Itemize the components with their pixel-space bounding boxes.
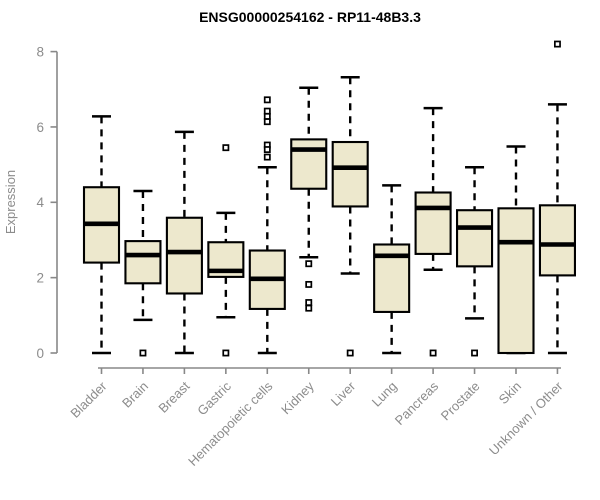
boxplot-kidney	[290, 86, 328, 312]
outlier-point	[139, 349, 147, 357]
iqr-box	[165, 216, 203, 295]
y-tick-label: 2	[36, 270, 44, 285]
x-category-label: Prostate	[438, 379, 483, 424]
iqr-box	[497, 207, 535, 355]
x-category-label: Gastric	[194, 378, 234, 418]
outlier-point	[553, 40, 561, 48]
outlier-point	[305, 304, 313, 312]
y-axis: 0 2 4 6 8	[36, 44, 58, 361]
x-category-label: Lung	[369, 379, 400, 410]
x-category-label: Pancreas	[392, 378, 442, 428]
y-tick-label: 8	[36, 44, 44, 59]
outlier-point	[263, 107, 271, 115]
iqr-box	[455, 209, 494, 268]
boxplot-liver	[331, 75, 369, 357]
x-axis	[98, 367, 561, 374]
y-axis-label: Expression	[3, 170, 18, 234]
y-tick-label: 6	[36, 120, 44, 135]
boxplot-hematopoietic-cells	[248, 96, 286, 355]
iqr-box	[124, 240, 162, 285]
outlier-point	[263, 118, 271, 126]
x-category-label: Unknown / Other	[486, 378, 566, 458]
iqr-box	[538, 204, 577, 277]
boxplot-bladder	[82, 115, 121, 355]
x-category-label: Brain	[119, 379, 151, 411]
y-tick-label: 4	[36, 195, 44, 210]
outlier-point	[305, 299, 313, 306]
y-tick-label: 0	[36, 346, 44, 361]
x-category-label: Skin	[496, 379, 524, 407]
outlier-point	[471, 349, 479, 357]
boxplot-unknown-other	[538, 40, 577, 355]
outlier-point	[346, 349, 354, 357]
iqr-box	[414, 191, 452, 255]
boxplot-lung	[373, 184, 411, 355]
x-category-label: Breast	[155, 378, 192, 415]
box-series	[82, 40, 577, 357]
outlier-point	[222, 144, 230, 152]
outlier-point	[263, 146, 271, 154]
iqr-box	[290, 138, 328, 190]
boxplot-brain	[124, 189, 162, 357]
outlier-point	[305, 260, 313, 268]
x-category-label: Kidney	[278, 378, 317, 417]
outlier-point	[305, 280, 313, 288]
boxplot-gastric	[207, 144, 245, 357]
boxplot-breast	[165, 130, 203, 355]
outlier-point	[263, 112, 271, 120]
outlier-point	[222, 349, 230, 357]
x-category-label: Bladder	[67, 378, 110, 421]
boxplot-prostate	[455, 166, 494, 357]
iqr-box	[331, 140, 369, 208]
x-category-label: Liver	[328, 378, 359, 409]
outlier-point	[429, 349, 437, 357]
boxplot-skin	[497, 145, 535, 355]
outlier-point	[263, 96, 271, 104]
boxplot-pancreas	[414, 106, 452, 357]
chart-title: ENSG00000254162 - RP11-48B3.3	[199, 9, 421, 25]
outlier-point	[263, 153, 271, 161]
